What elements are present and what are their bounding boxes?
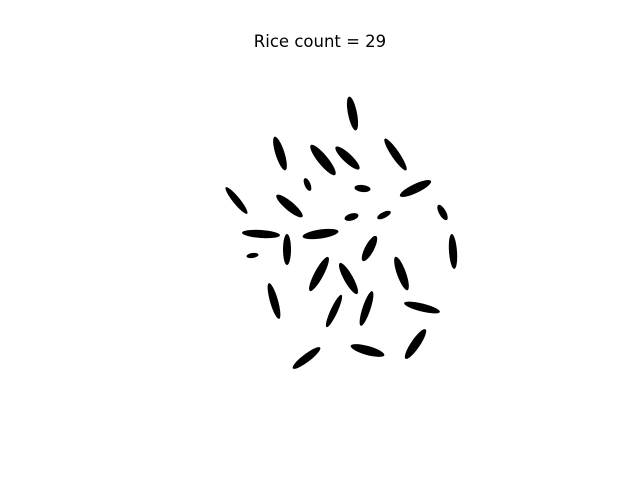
rice-grain	[309, 256, 329, 292]
rice-grain	[404, 301, 440, 314]
rice-grain	[354, 184, 371, 193]
rice-grain	[384, 138, 407, 171]
rice-grain	[346, 96, 359, 131]
rice-grain	[302, 228, 339, 240]
rice-grain	[437, 204, 448, 221]
rice-grain	[292, 347, 321, 369]
rice-grain	[350, 344, 385, 357]
rice-grain	[344, 213, 359, 221]
rice-grain	[361, 235, 378, 262]
rice-grain	[273, 136, 287, 171]
rice-grain	[359, 291, 374, 326]
rice-grain	[399, 180, 432, 197]
rice-grain	[303, 178, 312, 191]
rice-grain	[310, 144, 336, 176]
rice-grain	[338, 262, 359, 295]
rice-grain	[283, 234, 291, 265]
rice-grain	[448, 234, 458, 269]
rice-grain	[335, 146, 360, 170]
rice-grain	[377, 210, 391, 220]
rice-grain	[325, 294, 343, 328]
rice-grain	[267, 283, 281, 319]
figure-title: Rice count = 29	[253, 32, 387, 51]
rice-grain	[246, 252, 259, 259]
rice-grain	[394, 256, 409, 291]
rice-grain	[225, 187, 248, 214]
rice-grain	[276, 194, 303, 218]
rice-grain	[404, 329, 427, 359]
rice-grain	[242, 229, 280, 239]
